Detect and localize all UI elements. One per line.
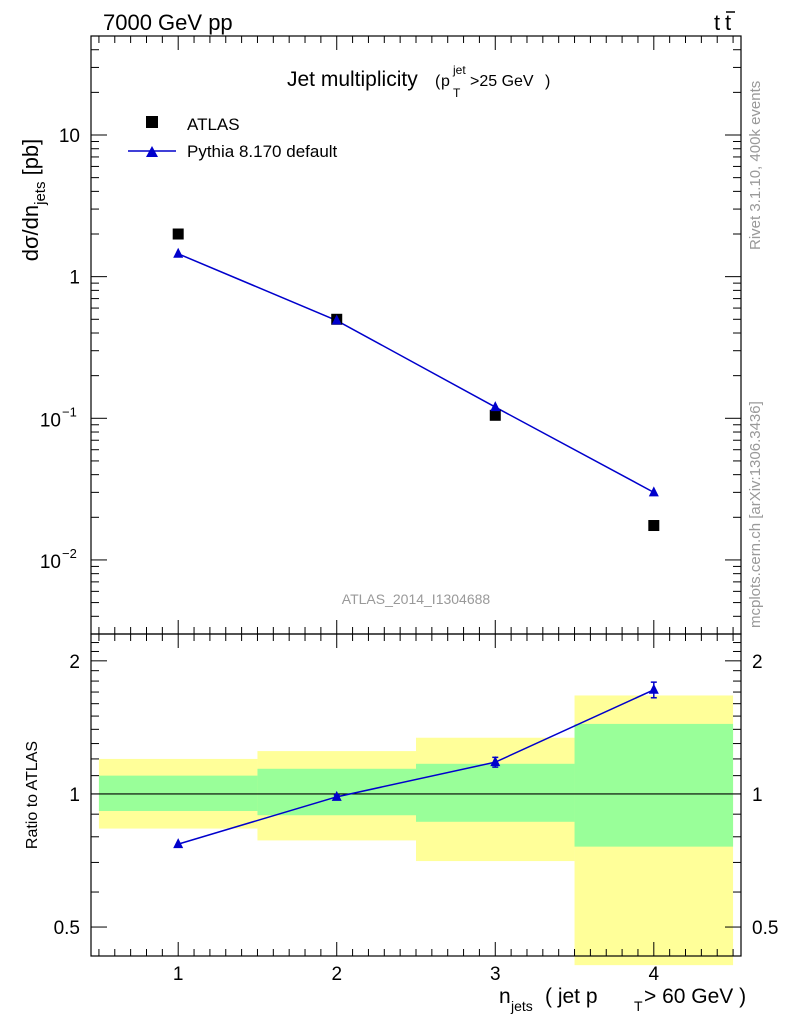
plot-title-rest: >25 GeV <box>470 73 534 90</box>
plot-title: Jet multiplicity ( p jet T >25 GeV ) <box>287 63 550 100</box>
x-label-mid: ( jet p <box>545 985 598 1008</box>
ratio-y-tick-label-right: 1 <box>752 785 763 806</box>
pythia-data-point <box>490 401 501 412</box>
analysis-watermark: ATLAS_2014_I1304688 <box>342 591 491 607</box>
pythia-data-point <box>331 314 342 325</box>
ratio-pythia-point <box>331 790 342 801</box>
header-energy-label: 7000 GeV pp <box>103 10 233 35</box>
pythia-data-point <box>173 247 184 258</box>
x-tick-label: 2 <box>331 964 342 985</box>
mcplots-label: mcplots.cern.ch [arXiv:1306.3436] <box>747 401 764 628</box>
atlas-data-point <box>648 520 660 532</box>
process-t: t <box>714 10 720 35</box>
ratio-pythia-point <box>490 756 501 767</box>
x-tick-label: 1 <box>173 964 184 985</box>
ratio-y-axis-label: Ratio to ATLAS <box>24 741 41 849</box>
ratio-pythia-point <box>648 683 659 694</box>
plot-title-main: Jet multiplicity <box>287 68 418 91</box>
plot-title-close-paren: ) <box>545 73 550 90</box>
x-tick-label: 3 <box>490 964 501 985</box>
y-tick-label-base: 10 <box>40 410 61 431</box>
legend-atlas-marker <box>146 116 158 128</box>
ratio-pythia-point <box>173 838 184 849</box>
atlas-data-point <box>489 409 501 421</box>
x-label-p-sub: T <box>634 998 643 1014</box>
pythia-line <box>177 253 655 494</box>
y-label-main: dσ/dn <box>18 205 43 261</box>
x-axis-label: n jets ( jet p T > 60 GeV ) <box>499 985 746 1014</box>
ratio-plot-area <box>91 681 741 966</box>
y-axis-label-text: dσ/dnjets [pb] <box>18 139 49 262</box>
x-label-n: n <box>499 985 511 1008</box>
plot-title-p: p <box>441 73 450 90</box>
ratio-y-tick-label: 1 <box>69 785 80 806</box>
x-tick-label: 4 <box>649 964 660 985</box>
y-tick-label: 10 <box>59 126 80 147</box>
ratio-y-tick-label: 0.5 <box>54 918 80 939</box>
x-label-rest: > 60 GeV ) <box>644 985 746 1008</box>
legend-atlas-label: ATLAS <box>187 115 240 134</box>
process-tbar: t <box>725 10 731 35</box>
ratio-band-green <box>574 723 734 847</box>
y-tick-label: 1 <box>69 268 80 289</box>
atlas-data-point <box>172 228 184 240</box>
legend-pythia-marker <box>146 146 158 157</box>
ratio-band-green <box>416 763 575 822</box>
ratio-band-green <box>98 775 258 811</box>
main-plot-area <box>172 228 660 532</box>
y-tick-label-exponent: −1 <box>62 404 77 419</box>
y-tick-label-base: 10 <box>40 552 61 573</box>
y-tick-label-exponent: −2 <box>62 546 77 561</box>
rivet-version-label: Rivet 3.1.10, 400k events <box>747 81 764 250</box>
plot-title-open-paren: ( <box>435 73 441 90</box>
y-label-unit: [pb] <box>18 139 43 182</box>
x-label-n-sub: jets <box>510 998 533 1014</box>
pythia-data-point <box>648 486 659 497</box>
process-label: t t <box>714 10 735 35</box>
plot-title-sup: jet <box>452 63 466 77</box>
legend-pythia-label: Pythia 8.170 default <box>187 142 338 161</box>
y-axis-label: dσ/dnjets [pb] <box>18 139 49 262</box>
ratio-y-tick-label-right: 2 <box>752 652 763 673</box>
plot-title-sub: T <box>453 86 461 100</box>
y-label-sub: jets <box>32 182 49 206</box>
legend: ATLAS Pythia 8.170 default <box>128 115 338 161</box>
ratio-pythia-line <box>177 689 655 845</box>
ratio-y-tick-label-right: 0.5 <box>752 918 778 939</box>
ratio-y-tick-label: 2 <box>69 652 80 673</box>
